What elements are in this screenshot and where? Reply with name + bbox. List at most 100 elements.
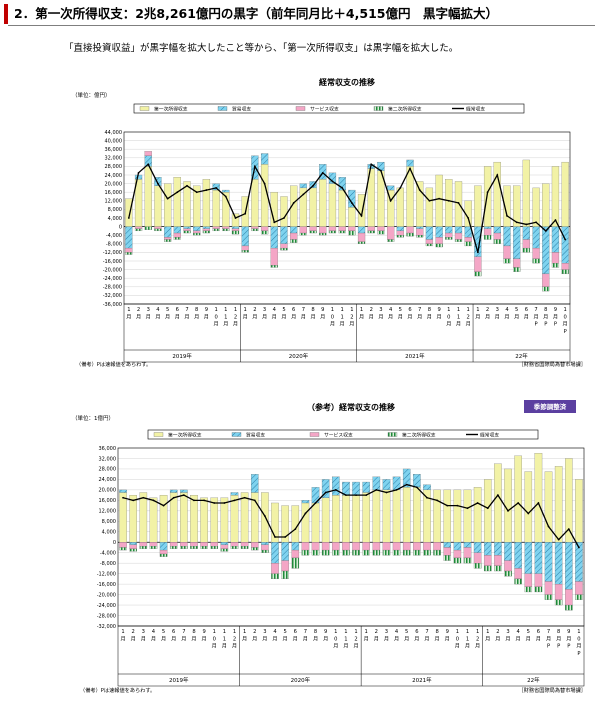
x-tick-label: 月 bbox=[533, 313, 538, 320]
bar-secondary-income bbox=[362, 549, 370, 556]
legend-swatch bbox=[217, 106, 228, 111]
bar-trade bbox=[445, 226, 453, 234]
y-tick-label: 0 bbox=[113, 540, 116, 546]
y-tick-label: 20,000 bbox=[99, 488, 117, 494]
point-current-account bbox=[205, 189, 208, 191]
bar-secondary-income bbox=[319, 232, 327, 236]
point-current-account bbox=[409, 167, 411, 170]
x-tick-label: 8 bbox=[435, 629, 438, 635]
point-current-account bbox=[273, 221, 276, 224]
y-tick-label: 8,000 bbox=[102, 519, 116, 525]
y-tick-label: 24,000 bbox=[105, 173, 123, 179]
point-current-account bbox=[426, 496, 428, 499]
x-tick-label: 月 bbox=[543, 313, 548, 320]
unit-label: （単位：億円） bbox=[72, 91, 111, 99]
point-current-account bbox=[385, 491, 388, 494]
x-tick-label: 2 bbox=[137, 307, 140, 313]
point-current-account bbox=[405, 483, 408, 486]
bar-trade bbox=[551, 226, 560, 253]
bar-services bbox=[271, 563, 279, 574]
bar-services bbox=[348, 226, 356, 232]
x-tick-label: 2 bbox=[375, 629, 378, 635]
bar-services bbox=[416, 228, 424, 236]
x-tick-label: 7 bbox=[182, 629, 185, 635]
point-current-account bbox=[244, 212, 247, 215]
bar-services bbox=[357, 232, 366, 242]
x-tick-label: 1 bbox=[223, 636, 226, 642]
y-tick-label: -20,000 bbox=[97, 592, 116, 598]
x-tick-label: 月 bbox=[155, 313, 160, 320]
bar-secondary-income bbox=[241, 250, 249, 253]
bar-secondary-income bbox=[443, 555, 452, 561]
bar-primary-income bbox=[240, 492, 249, 543]
bar-services bbox=[183, 228, 191, 232]
x-tick-label: 月 bbox=[233, 321, 238, 328]
bar-primary-income bbox=[202, 179, 211, 227]
bar-services bbox=[220, 544, 229, 549]
point-current-account bbox=[147, 163, 150, 166]
x-tick-label: 1 bbox=[234, 307, 237, 313]
point-current-account bbox=[213, 502, 216, 504]
x-tick-label: 1 bbox=[467, 307, 470, 313]
point-current-account bbox=[182, 494, 185, 497]
point-current-account bbox=[506, 214, 508, 217]
bar-trade bbox=[271, 542, 279, 564]
bar-primary-income bbox=[342, 494, 350, 543]
x-tick-label: 9 bbox=[446, 629, 449, 635]
legend-box bbox=[147, 429, 539, 440]
x-tick-label: 月 bbox=[146, 313, 151, 320]
x-tick-label: 月 bbox=[526, 635, 531, 642]
bar-secondary-income bbox=[281, 570, 289, 580]
bar-services bbox=[352, 542, 360, 551]
point-current-account bbox=[537, 502, 540, 504]
bar-secondary-income bbox=[301, 549, 310, 556]
bar-services bbox=[425, 239, 434, 244]
bar-secondary-income bbox=[321, 549, 330, 556]
bar-services bbox=[129, 544, 137, 549]
x-tick-label: 2 bbox=[233, 636, 236, 642]
point-current-account bbox=[476, 251, 479, 254]
x-tick-label: 月 bbox=[455, 643, 460, 650]
x-tick-label: 1 bbox=[121, 629, 124, 635]
x-tick-label: 月 bbox=[272, 635, 277, 642]
x-tick-label: 月 bbox=[504, 313, 509, 320]
y-tick-label: 16,000 bbox=[99, 498, 117, 504]
bar-secondary-income bbox=[463, 557, 472, 564]
bar-primary-income bbox=[493, 161, 501, 227]
point-current-account bbox=[486, 507, 489, 510]
bar-primary-income bbox=[129, 494, 137, 543]
bar-secondary-income bbox=[119, 547, 127, 551]
bar-secondary-income bbox=[270, 265, 278, 268]
x-tick-label: 月 bbox=[151, 635, 156, 642]
bar-primary-income bbox=[443, 489, 452, 543]
x-tick-label: 月 bbox=[384, 635, 389, 642]
bar-secondary-income bbox=[338, 230, 346, 234]
bar-trade bbox=[483, 226, 492, 229]
bar-services bbox=[159, 549, 168, 555]
bar-services bbox=[311, 542, 320, 551]
x-tick-label: P bbox=[554, 322, 557, 328]
year-label: 22年 bbox=[527, 676, 540, 684]
point-current-account bbox=[496, 494, 499, 497]
bar-services bbox=[453, 549, 462, 559]
x-tick-label: 月 bbox=[475, 313, 480, 320]
bar-trade bbox=[290, 226, 298, 234]
bar-primary-income bbox=[139, 492, 148, 543]
x-tick-label: 月 bbox=[369, 313, 374, 320]
bar-services bbox=[513, 258, 521, 268]
x-tick-label: 2 bbox=[496, 629, 499, 635]
bar-services bbox=[321, 542, 330, 551]
bar-trade bbox=[406, 159, 414, 167]
x-tick-label: 7 bbox=[418, 307, 421, 313]
y-tick-label: 12,000 bbox=[105, 199, 123, 205]
x-tick-label: 6 bbox=[415, 629, 418, 635]
bar-services bbox=[575, 581, 583, 595]
bar-secondary-income bbox=[554, 599, 563, 606]
bar-secondary-income bbox=[251, 228, 259, 232]
bar-primary-income bbox=[291, 505, 300, 543]
x-tick-label: 月 bbox=[204, 313, 209, 320]
bar-secondary-income bbox=[561, 269, 569, 275]
x-tick-label: 8 bbox=[428, 307, 431, 313]
x-tick-label: 9 bbox=[321, 307, 324, 313]
bar-trade bbox=[202, 226, 211, 229]
